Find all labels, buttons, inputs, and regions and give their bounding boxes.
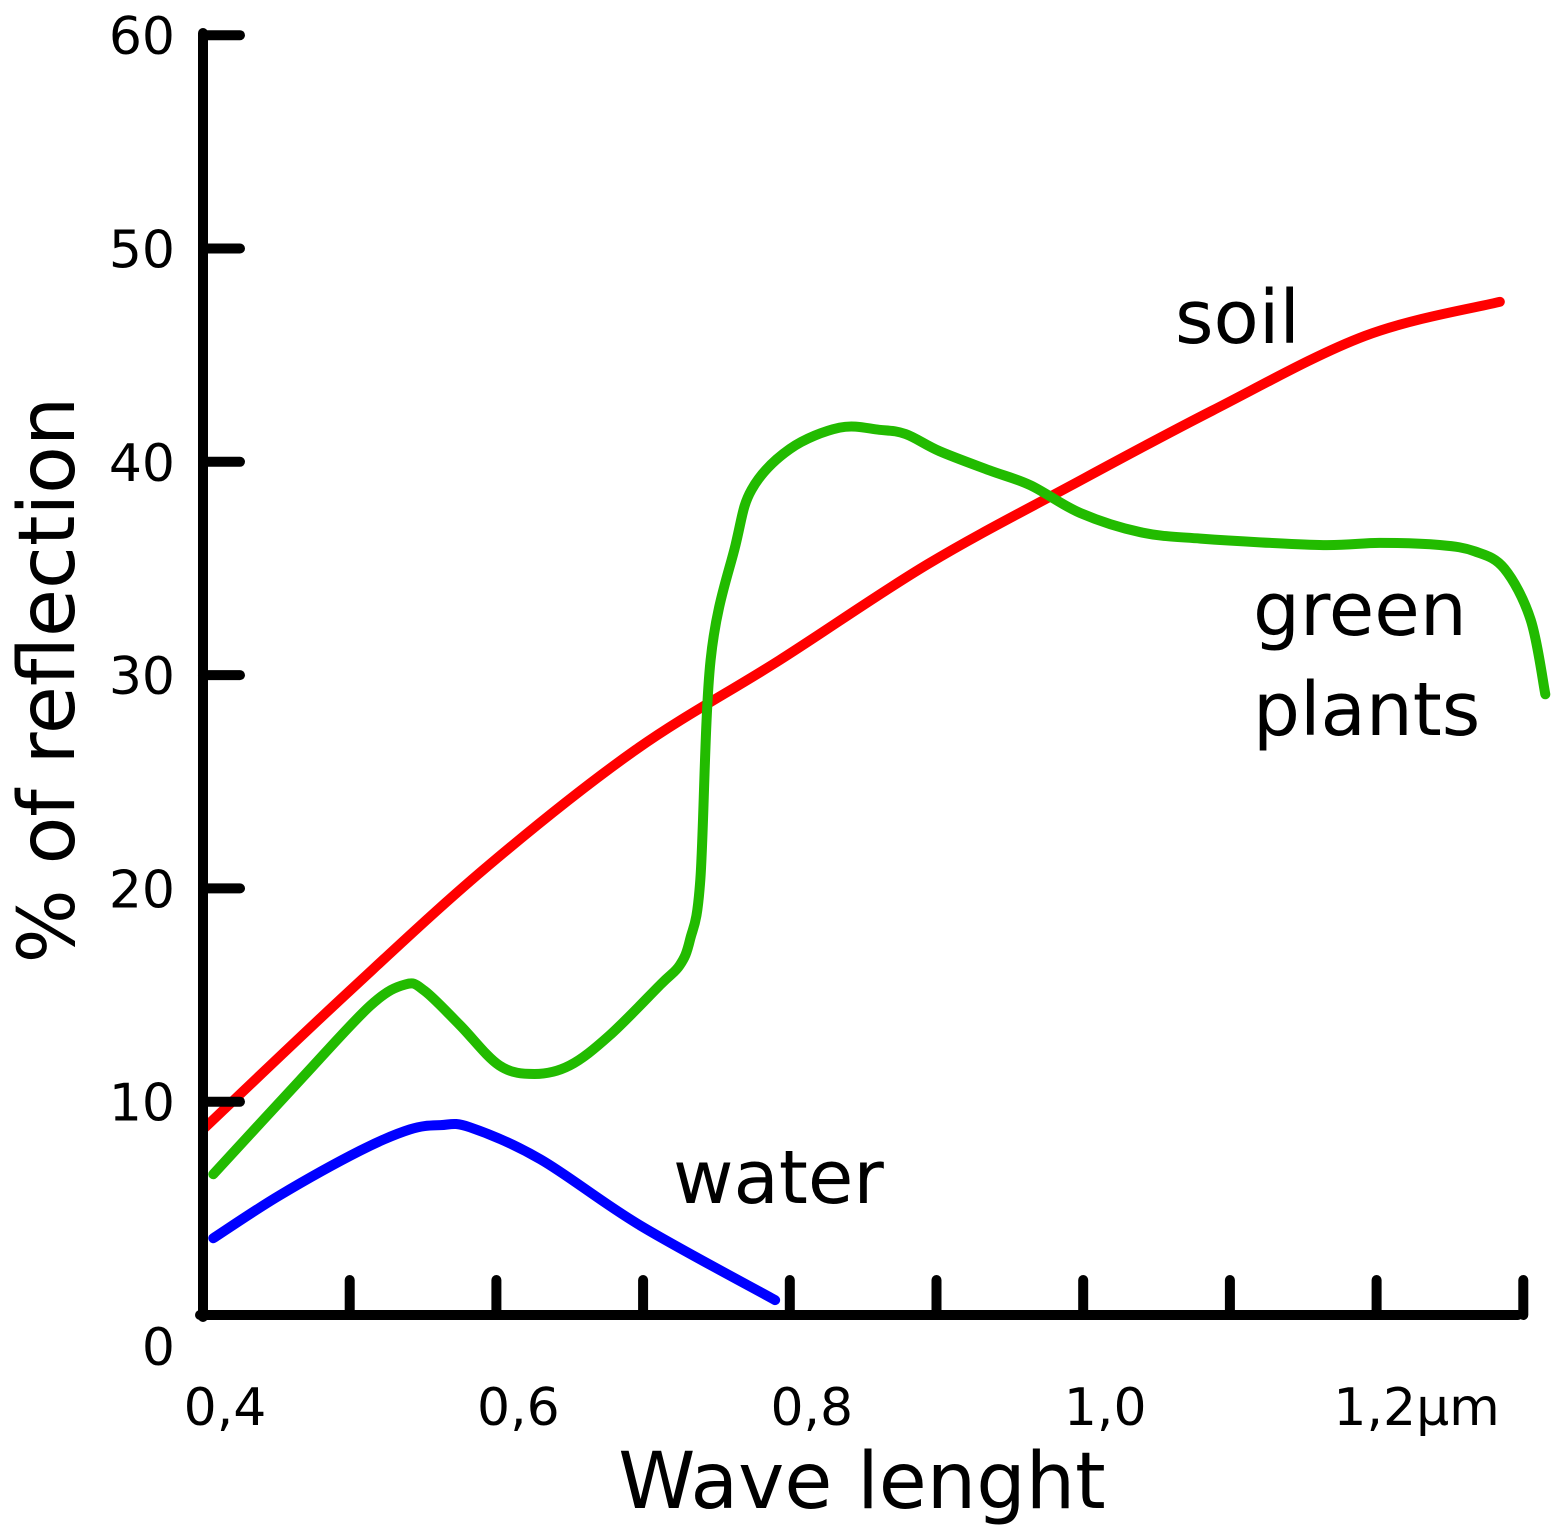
y-tick-label: 30 <box>109 647 175 707</box>
x-tick-label: 0,4 <box>184 1378 267 1438</box>
x-tick-label: 0,6 <box>477 1378 560 1438</box>
y-tick-label: 10 <box>109 1074 175 1134</box>
x-tick-label: 1,2μm <box>1333 1378 1499 1438</box>
series-line-water <box>208 1118 781 1306</box>
x-tick-label: 1,0 <box>1064 1378 1147 1438</box>
y-tick-label: 50 <box>109 221 175 281</box>
y-tick-label: 60 <box>109 7 175 67</box>
y-tick-label: 40 <box>109 434 175 494</box>
x-axis-title: Wave lenght <box>618 1437 1106 1527</box>
y-tick-label: 20 <box>109 860 175 920</box>
x-tick-label: 0,8 <box>770 1378 853 1438</box>
green-plants-annotation-line2: plants <box>1253 667 1480 753</box>
series-line-soil <box>198 296 1505 1135</box>
series-line-green-plants <box>208 421 1551 1180</box>
y-axis-title: % of reflection <box>3 397 93 964</box>
green-plants-annotation-line1: green <box>1253 567 1467 653</box>
water-annotation: water <box>673 1135 884 1221</box>
y-tick-label: 0 <box>142 1318 175 1378</box>
soil-annotation: soil <box>1175 275 1300 361</box>
